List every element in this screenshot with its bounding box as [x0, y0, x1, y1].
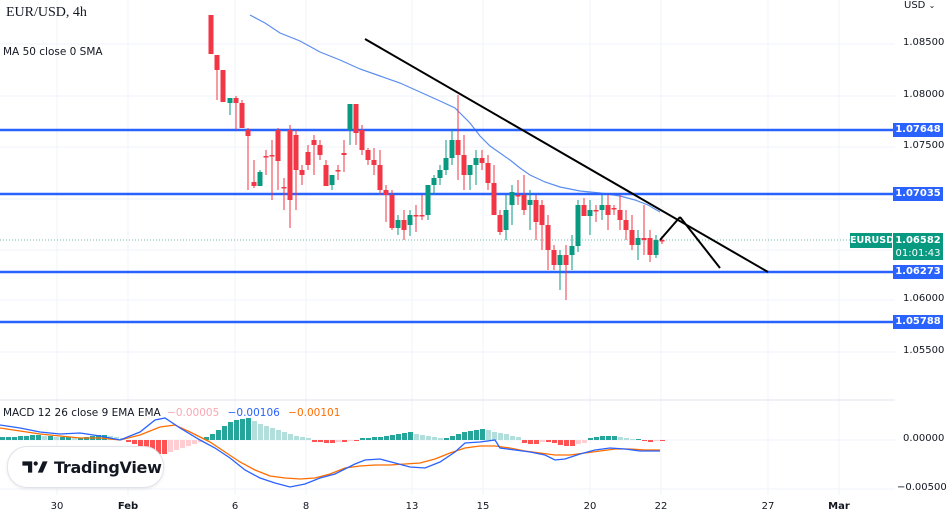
- time-axis-label: 20: [583, 501, 597, 512]
- macd-lines: [0, 417, 660, 488]
- tradingview-logo-text: TradingView: [54, 457, 162, 477]
- level-price-tag: 1.07035: [893, 187, 943, 201]
- currency-label: USD: [904, 0, 926, 11]
- tradingview-logo-icon: [22, 461, 48, 473]
- last-price-tag: 1.06582 01:01:43: [893, 233, 943, 260]
- currency-selector[interactable]: USD ⌄: [904, 0, 935, 11]
- trendline[interactable]: [679, 216, 721, 269]
- time-axis-label: Feb: [117, 501, 139, 512]
- price-axis-label: 1.08000: [903, 89, 945, 100]
- time-axis-label: 8: [302, 501, 310, 512]
- trendline[interactable]: [659, 216, 681, 241]
- level-price-tag: 1.07648: [893, 123, 943, 137]
- price-axis-label: 1.05500: [903, 345, 945, 356]
- horizontal-levels[interactable]: [0, 128, 895, 324]
- time-axis-label: 22: [654, 501, 668, 512]
- level-price-tag: 1.05788: [893, 315, 943, 329]
- time-axis-label: 15: [476, 501, 490, 512]
- ma-50-line: [249, 14, 661, 213]
- macd-line-value: −0.00106: [227, 407, 280, 419]
- time-axis-label: Mar: [828, 501, 850, 512]
- symbol-tag: EURUSD: [850, 233, 894, 248]
- time-axis-label: 13: [405, 501, 419, 512]
- tradingview-logo[interactable]: TradingView: [7, 446, 164, 488]
- time-axis-label: 30: [50, 501, 64, 512]
- macd-signal-value: −0.00101: [288, 407, 341, 419]
- level-price-tag: 1.06273: [893, 265, 943, 279]
- macd-histogram: [0, 418, 665, 454]
- ma-legend[interactable]: MA 50 close 0 SMA: [3, 46, 103, 58]
- time-axis-label: 27: [761, 501, 775, 512]
- trendline[interactable]: [364, 38, 769, 273]
- macd-legend-label: MACD 12 26 close 9 EMA EMA: [3, 407, 161, 419]
- last-price-value: 1.06582: [895, 235, 941, 246]
- candlesticks: [208, 15, 665, 300]
- price-axis-label: 1.08500: [903, 37, 945, 48]
- macd-axis-label: 0.00000: [903, 433, 945, 444]
- grid-lines: [0, 0, 895, 495]
- macd-axis-label: −0.00500: [897, 482, 947, 493]
- price-axis-label: 1.07500: [903, 140, 945, 151]
- bar-countdown: 01:01:43: [895, 248, 941, 259]
- time-axis-label: 6: [231, 501, 239, 512]
- price-axis-label: 1.06000: [903, 293, 945, 304]
- macd-histogram-value: −0.00005: [167, 407, 220, 419]
- chart-title: EUR/USD, 4h: [6, 5, 87, 20]
- macd-legend[interactable]: MACD 12 26 close 9 EMA EMA −0.00005 −0.0…: [3, 407, 340, 419]
- chevron-down-icon: ⌄: [928, 1, 936, 10]
- trendlines[interactable]: [364, 38, 769, 273]
